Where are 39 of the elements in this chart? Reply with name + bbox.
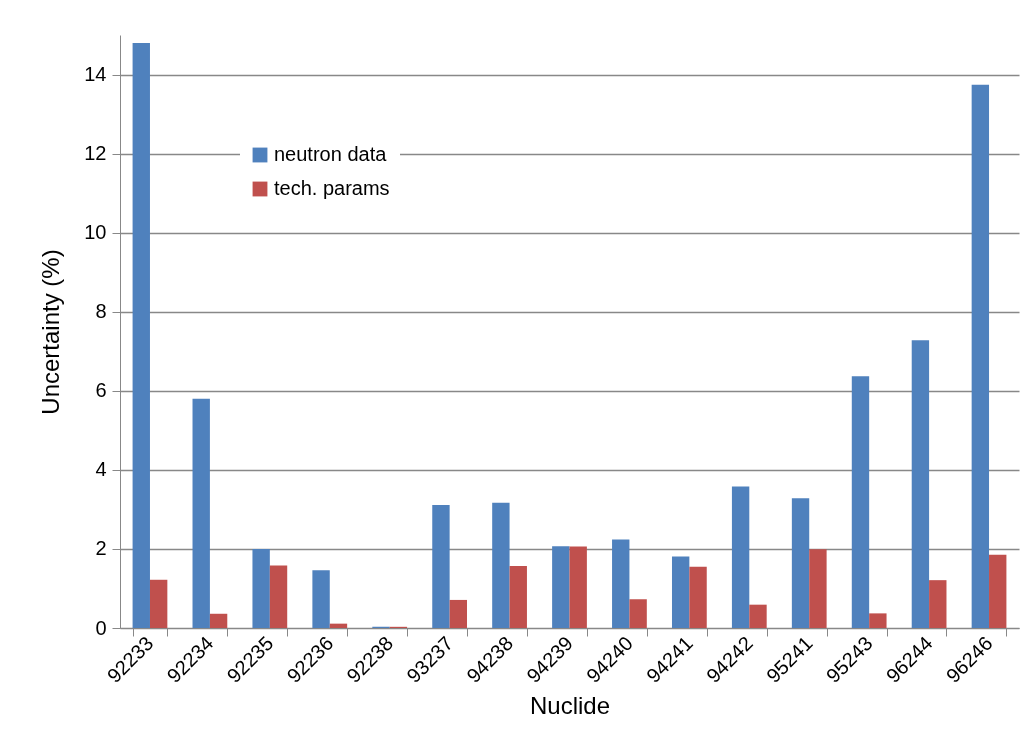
bar	[809, 549, 827, 628]
bar	[209, 613, 228, 628]
bar	[869, 613, 887, 628]
y-tick-label: 2	[95, 537, 107, 560]
x-axis-title: Nuclide	[529, 691, 611, 719]
y-axis-title: Uncertainty (%)	[37, 249, 65, 415]
bar	[269, 565, 288, 628]
bar	[569, 546, 587, 628]
legend-label: neutron data	[274, 143, 388, 165]
bar	[312, 570, 330, 628]
y-tick-label: 4	[95, 458, 107, 481]
bar	[612, 539, 630, 628]
bar	[749, 604, 767, 628]
y-tick-label: 14	[84, 63, 107, 86]
bar	[192, 398, 210, 628]
bar	[689, 566, 707, 628]
y-tick-label: 6	[95, 379, 107, 402]
legend-label: tech. params	[274, 177, 390, 199]
bar	[149, 579, 168, 628]
bar	[252, 548, 270, 628]
bar	[671, 556, 690, 628]
bar	[509, 565, 527, 628]
bar	[911, 340, 930, 628]
bar	[971, 84, 990, 628]
bar	[492, 502, 510, 628]
bar	[432, 505, 450, 628]
bar	[929, 580, 947, 628]
bar	[449, 599, 468, 628]
bar	[989, 554, 1007, 628]
bar	[132, 42, 150, 628]
bar	[552, 546, 570, 628]
bar	[629, 599, 647, 628]
bar	[851, 376, 870, 628]
y-tick-label: 8	[95, 300, 107, 323]
y-tick-label: 0	[95, 616, 107, 639]
y-tick-label: 10	[84, 221, 107, 244]
bar	[731, 486, 750, 628]
y-tick-label: 12	[84, 142, 107, 165]
bar	[791, 498, 810, 628]
